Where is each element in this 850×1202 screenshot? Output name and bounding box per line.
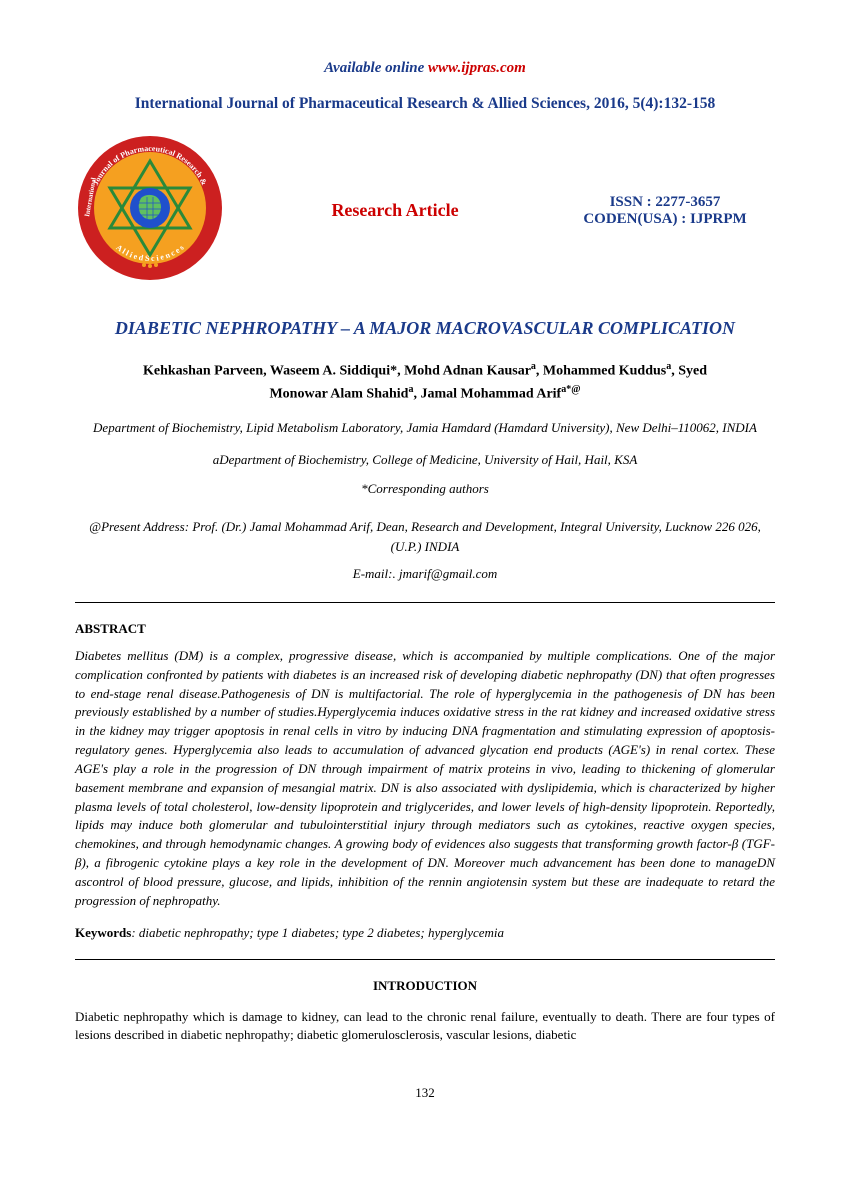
authors-part3: , Syed [671, 364, 707, 379]
keywords-line: Keywords: diabetic nephropathy; type 1 d… [75, 925, 775, 941]
separator-line [75, 602, 775, 603]
available-online-line: Available online www.ijpras.com [75, 60, 775, 77]
header-row: Journal of Pharmaceutical Research & A l… [75, 133, 775, 288]
present-address-email: E-mail:. jmarif@gmail.com [75, 564, 775, 584]
authors-line2b: , Jamal Mohammad Arif [413, 386, 561, 401]
research-article-label: Research Article [235, 200, 555, 221]
issn-line: ISSN : 2277-3657 [555, 194, 775, 211]
corresponding-author: *Corresponding authors [75, 481, 775, 497]
authors-part2: , Mohammed Kuddus [536, 364, 666, 379]
abstract-heading: ABSTRACT [75, 621, 775, 637]
coden-line: CODEN(USA) : IJPRPM [555, 211, 775, 228]
authors-block: Kehkashan Parveen, Waseem A. Siddiqui*, … [75, 359, 775, 404]
author-sup: a*@ [561, 384, 580, 395]
keywords-label: Keywords [75, 925, 131, 940]
available-online-url: www.ijpras.com [428, 60, 526, 76]
keywords-text: : diabetic nephropathy; type 1 diabetes;… [131, 925, 504, 940]
journal-citation: International Journal of Pharmaceutical … [75, 95, 775, 113]
article-title: DIABETIC NEPHROPATHY – A MAJOR MACROVASC… [75, 318, 775, 339]
page-number: 132 [75, 1085, 775, 1101]
separator-line [75, 959, 775, 960]
page-container: Available online www.ijpras.com Internat… [0, 0, 850, 1141]
authors-line2a: Monowar Alam Shahid [269, 386, 408, 401]
introduction-heading: INTRODUCTION [75, 978, 775, 994]
introduction-body: Diabetic nephropathy which is damage to … [75, 1008, 775, 1046]
authors-part1: Kehkashan Parveen, Waseem A. Siddiqui*, … [143, 364, 531, 379]
affiliation-1: Department of Biochemistry, Lipid Metabo… [75, 418, 775, 438]
abstract-body: Diabetes mellitus (DM) is a complex, pro… [75, 647, 775, 911]
logo-icon: Journal of Pharmaceutical Research & A l… [75, 133, 225, 283]
journal-logo: Journal of Pharmaceutical Research & A l… [75, 133, 235, 288]
issn-block: ISSN : 2277-3657 CODEN(USA) : IJPRPM [555, 194, 775, 228]
affiliation-2: aDepartment of Biochemistry, College of … [75, 450, 775, 470]
present-address-1: @Present Address: Prof. (Dr.) Jamal Moha… [75, 517, 775, 556]
available-online-label: Available online [324, 60, 428, 76]
